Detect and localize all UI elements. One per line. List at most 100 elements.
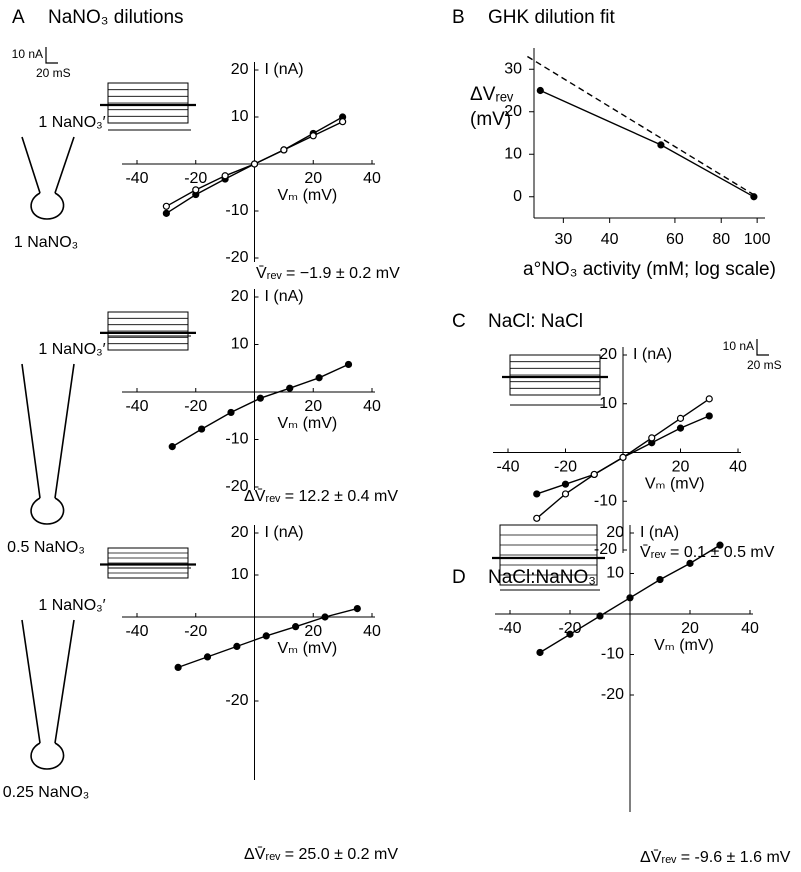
pipette	[21, 136, 75, 194]
pipette	[21, 619, 75, 744]
data-point	[705, 412, 713, 420]
data-point	[353, 604, 361, 613]
y-tick-label: 10	[599, 395, 617, 412]
x-tick-label: 80	[712, 231, 730, 248]
y-tick-label: 10	[231, 108, 249, 125]
panel: A NaNO₃ dilutions 10 nA 20 mS 1 NaNO₃′ 1 NaNO…	[12, 7, 400, 282]
data-point	[716, 541, 724, 549]
x-tick-label: 40	[363, 398, 381, 415]
data-point	[590, 470, 598, 479]
x-tick-label: 20	[304, 398, 322, 415]
data-point	[262, 632, 270, 640]
x-tick-label: 40	[741, 620, 759, 637]
x-tick-label: -40	[125, 398, 148, 415]
panel-letter: B	[452, 7, 465, 28]
data-point	[533, 490, 541, 498]
x-tick-label: -20	[184, 170, 207, 187]
data-point	[686, 559, 694, 567]
scale-bar	[45, 47, 58, 64]
data-point	[256, 394, 264, 402]
x-tick-label: -20	[184, 398, 207, 415]
panel-title: NaNO₃ dilutions	[48, 7, 184, 28]
panel-title: NaCl:NaNO₃	[488, 567, 596, 588]
x-tick-label: 60	[666, 231, 684, 248]
x-tick-label: -40	[498, 620, 521, 637]
y-axis-label: I (nA)	[633, 346, 672, 363]
y-tick-label: -10	[594, 492, 617, 509]
data-point	[162, 202, 170, 210]
cell	[30, 497, 65, 525]
cell	[30, 192, 65, 220]
x-axis-label: Vₘ (mV)	[278, 415, 338, 432]
scale-label: 10 nA	[12, 47, 43, 61]
scale-bar	[756, 339, 769, 356]
y-tick-label: -20	[225, 692, 248, 709]
x-tick-label: 20	[304, 170, 322, 187]
data-point	[174, 663, 182, 672]
x-tick-label: 40	[363, 623, 381, 640]
x-tick-label: 40	[729, 459, 747, 476]
x-axis-label: a°NO₃ activity (mM; log scale)	[523, 259, 776, 280]
x-tick-label: 40	[601, 231, 619, 248]
y-tick-label: 20	[231, 61, 249, 78]
x-tick-label: -40	[125, 623, 148, 640]
solution-label: 0.5 NaNO₃	[7, 539, 85, 556]
annotation: ΔV̄ᵣₑᵥ = -9.6 ± 1.6 mV	[640, 849, 791, 866]
solution-label: 1 NaNO₃′	[38, 341, 105, 358]
y-tick-label: 10	[231, 566, 249, 583]
x-tick-label: 40	[363, 170, 381, 187]
panel-letter: D	[452, 567, 466, 588]
data-point	[596, 612, 604, 620]
y-axis-label: (mV)	[470, 109, 511, 130]
x-axis-label: Vₘ (mV)	[654, 637, 714, 654]
x-tick-label: 100	[744, 231, 771, 248]
annotation: ΔV̄ᵣₑᵥ = 12.2 ± 0.4 mV	[244, 488, 398, 505]
scale-label: 10 nA	[723, 339, 754, 353]
data-point	[233, 642, 241, 651]
x-axis-label: Vₘ (mV)	[278, 640, 338, 657]
x-tick-label: -40	[496, 459, 519, 476]
data-point	[561, 480, 570, 488]
data-point	[676, 414, 685, 422]
y-tick-label: -20	[601, 686, 624, 703]
panel-title: GHK dilution fit	[488, 7, 615, 28]
data-point	[750, 193, 758, 201]
y-tick-label: 0	[513, 188, 522, 205]
y-tick-label: -10	[225, 202, 248, 219]
data-point	[626, 594, 634, 602]
x-axis-label: Vₘ (mV)	[278, 187, 338, 204]
data-point	[203, 653, 212, 661]
solution-label: 0.25 NaNO₃	[3, 784, 90, 801]
y-tick-label: -20	[594, 541, 617, 558]
data-point	[705, 395, 713, 403]
data-point	[168, 443, 176, 451]
y-tick-label: -10	[601, 646, 624, 663]
data-point	[657, 141, 665, 149]
solution-label: 1 NaNO₃′	[38, 597, 105, 614]
y-tick-label: 10	[606, 565, 624, 582]
y-axis-label: I (nA)	[265, 524, 304, 541]
data-point	[280, 146, 288, 154]
y-tick-label: -20	[225, 249, 248, 266]
pipette	[21, 363, 75, 499]
y-tick-label: 10	[231, 336, 249, 353]
panel: 1 NaNO₃′ 0.5 NaNO₃ -40 -20 20 40 20 10 -10 -20 I (…	[7, 288, 398, 556]
y-tick-label: 30	[504, 60, 522, 77]
data-point	[566, 630, 574, 638]
scale-label: 20 mS	[747, 358, 782, 372]
data-point	[192, 186, 200, 194]
y-axis-label: ΔVᵣₑᵥ	[470, 84, 514, 105]
solution-label: 1 NaNO₃′	[38, 114, 105, 131]
x-tick-label: 20	[304, 623, 322, 640]
y-axis-label: I (nA)	[265, 288, 304, 305]
y-tick-label: -20	[225, 478, 248, 495]
data-point	[315, 374, 323, 382]
scale-label: 20 mS	[36, 66, 71, 80]
x-tick-label: -40	[125, 170, 148, 187]
x-tick-label: -20	[554, 459, 577, 476]
data-point	[292, 623, 300, 631]
y-tick-label: 20	[504, 103, 522, 120]
y-tick-label: 20	[231, 524, 249, 541]
